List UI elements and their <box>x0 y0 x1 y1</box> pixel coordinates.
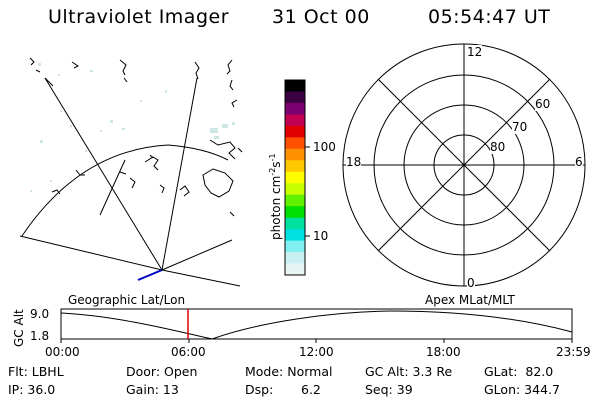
dsp-field-label: Dsp: <box>245 382 274 397</box>
map-grid <box>19 77 241 287</box>
colorbar-strip <box>285 80 305 92</box>
x-tick-1200: 12:00 <box>299 345 334 359</box>
colorbar-tick-100: 100 <box>313 140 336 154</box>
colorbar-tick-10: 10 <box>313 229 329 243</box>
colorbar-strip <box>285 171 305 184</box>
mode-field: Mode: Normal <box>245 364 333 379</box>
colorbar-strip <box>285 160 305 173</box>
polar-label-12: 12 <box>467 45 483 59</box>
polar-label-6: 6 <box>575 155 583 169</box>
aurora-specks <box>30 63 235 192</box>
door-field: Door: Open <box>126 364 198 379</box>
colorbar-strip <box>285 263 305 276</box>
colorbar-strip <box>285 206 305 219</box>
colorbar-strip <box>285 194 305 207</box>
apex-label: Apex MLat/MLT <box>425 293 515 307</box>
colorbar-strip <box>285 229 305 242</box>
ring-label-80: 80 <box>490 140 506 154</box>
instrument-title: Ultraviolet Imager <box>48 6 230 28</box>
polar-label-18: 18 <box>346 155 362 169</box>
colorbar-strip <box>285 252 305 265</box>
polar-label-0: 0 <box>467 276 475 290</box>
colorbar-strip <box>285 217 305 230</box>
x-tick-2359: 23:59 <box>556 345 591 359</box>
time-label: 05:54:47 UT <box>428 6 551 28</box>
orbit-track <box>137 269 163 281</box>
colorbar-strip <box>285 102 305 115</box>
x-tick-0600: 06:00 <box>171 345 206 359</box>
colorbar-strip <box>285 137 305 150</box>
colorbar-strip <box>285 91 305 104</box>
x-tick-1800: 18:00 <box>426 345 461 359</box>
dsp-field-value: 6.2 <box>301 382 321 397</box>
y-tick-top: 9.0 <box>30 307 50 321</box>
colorbar-strip <box>285 125 305 138</box>
glat-field: GLat: 82.0 <box>484 364 554 379</box>
coastlines <box>29 57 243 217</box>
flt-field: Flt: LBHL <box>8 364 64 379</box>
colorbar-strip <box>285 240 305 253</box>
colorbar-strip <box>285 183 305 196</box>
ring-label-60: 60 <box>535 97 551 111</box>
colorbar-strip <box>285 114 305 127</box>
gain-field: Gain: 13 <box>126 382 179 397</box>
ring-label-70: 70 <box>512 120 528 134</box>
y-tick-bottom: 1.8 <box>30 329 50 343</box>
x-tick-0000: 00:00 <box>45 345 80 359</box>
colorbar-strip <box>285 148 305 161</box>
gc-alt-field: GC Alt: 3.3 Re <box>365 364 453 379</box>
ip-field: IP: 36.0 <box>8 382 56 397</box>
date-label: 31 Oct 00 <box>272 6 370 28</box>
altitude-curve <box>60 310 573 340</box>
geographic-label: Geographic Lat/Lon <box>68 293 186 307</box>
glon-field: GLon: 344.7 <box>484 382 560 397</box>
seq-field: Seq: 39 <box>365 382 413 397</box>
